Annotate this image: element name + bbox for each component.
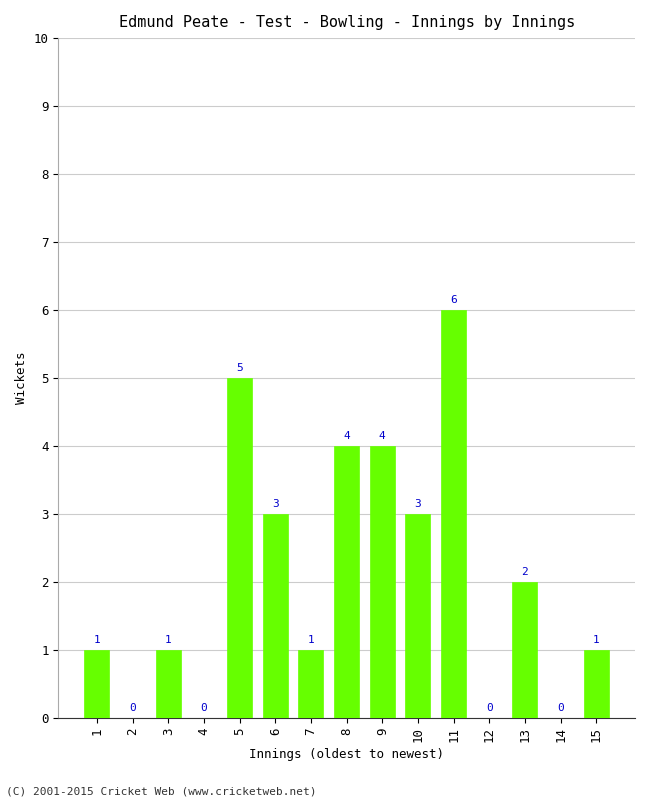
Text: 4: 4 [379,431,385,441]
Text: 2: 2 [521,567,528,577]
Text: 1: 1 [593,635,600,645]
Text: 1: 1 [94,635,100,645]
Bar [584,650,609,718]
Bar [441,310,466,718]
X-axis label: Innings (oldest to newest): Innings (oldest to newest) [249,748,444,761]
Bar [227,378,252,718]
Text: 4: 4 [343,431,350,441]
Text: 3: 3 [415,499,421,509]
Bar [263,514,288,718]
Title: Edmund Peate - Test - Bowling - Innings by Innings: Edmund Peate - Test - Bowling - Innings … [118,15,575,30]
Bar [406,514,430,718]
Y-axis label: Wickets: Wickets [15,352,28,404]
Bar [298,650,324,718]
Bar [370,446,395,718]
Text: (C) 2001-2015 Cricket Web (www.cricketweb.net): (C) 2001-2015 Cricket Web (www.cricketwe… [6,786,317,796]
Text: 0: 0 [201,703,207,713]
Text: 0: 0 [486,703,493,713]
Text: 0: 0 [557,703,564,713]
Text: 1: 1 [307,635,315,645]
Bar [156,650,181,718]
Text: 0: 0 [129,703,136,713]
Bar [334,446,359,718]
Text: 5: 5 [236,363,243,373]
Text: 6: 6 [450,295,457,305]
Bar [512,582,538,718]
Bar [84,650,109,718]
Text: 3: 3 [272,499,279,509]
Text: 1: 1 [165,635,172,645]
